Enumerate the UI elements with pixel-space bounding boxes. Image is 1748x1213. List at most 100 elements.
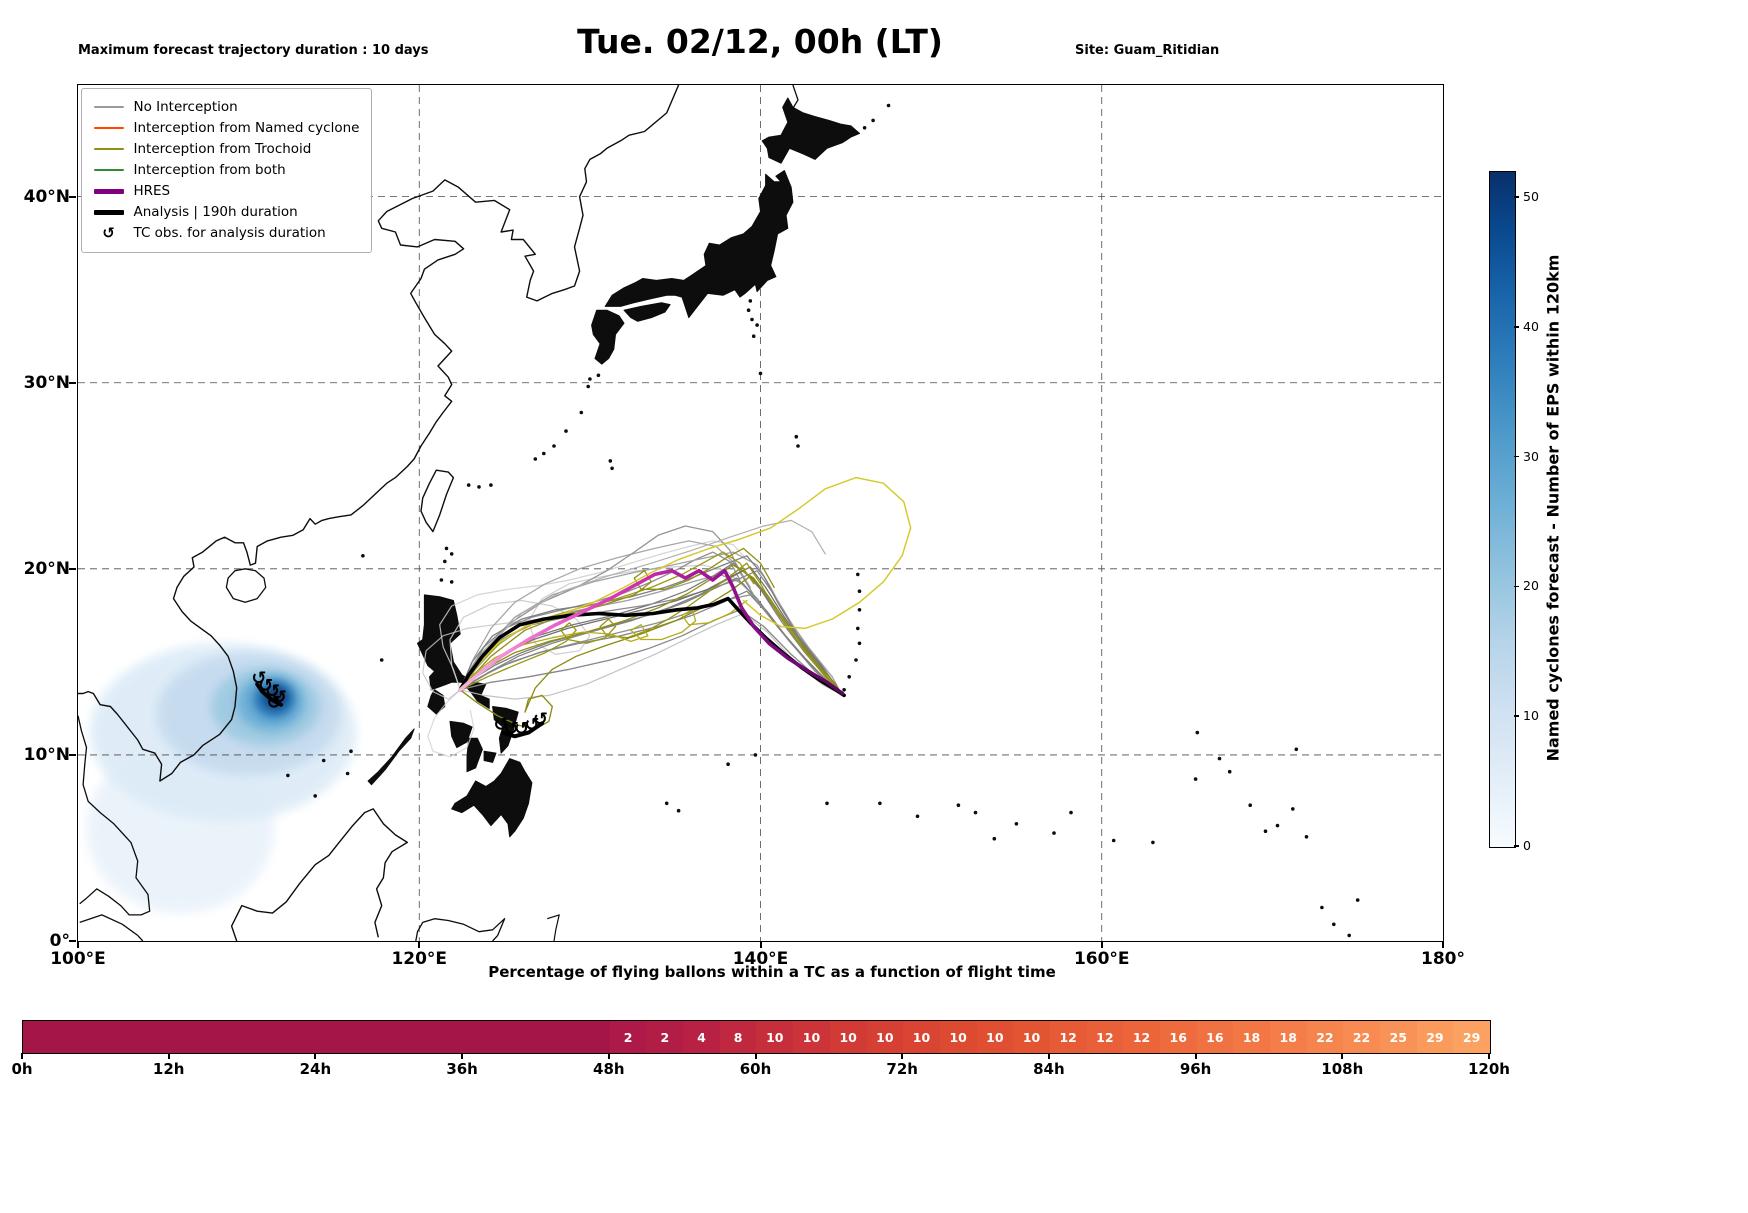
coastline-negros-cebu (466, 737, 483, 772)
flight-time-tick-mark (21, 1053, 23, 1059)
island-dot (725, 761, 730, 766)
tc-obs-symbol: ↺ (266, 692, 281, 713)
island-dot (444, 546, 448, 550)
legend-line-sample (92, 188, 126, 194)
island-dot (379, 657, 384, 662)
island-dot (857, 588, 861, 593)
y-axis-tick-label: 10°N (23, 744, 70, 765)
flight-time-tick-label: 48h (593, 1060, 625, 1078)
tc-obs-symbol: ↺ (524, 714, 539, 735)
island-dot (855, 626, 860, 630)
flight-time-tick-mark (1341, 1053, 1344, 1059)
island-dot (1319, 905, 1324, 909)
legend-item-label: Interception from Named cyclone (133, 120, 360, 136)
trajectory-layer (254, 476, 911, 757)
legend-item: Analysis | 190h duration (92, 202, 360, 223)
density-layer (86, 642, 356, 913)
coastline-shikoku (623, 301, 671, 322)
colorbar-tick-mark (1514, 845, 1519, 847)
island-dot (587, 376, 592, 381)
island-dot (664, 801, 668, 805)
colorbar-tick-label: 20 (1523, 578, 1539, 594)
island-dot (449, 579, 454, 584)
flight-time-tick-mark (1194, 1053, 1197, 1059)
island-dot (579, 410, 583, 414)
island-dot (857, 607, 861, 612)
island-dot (1051, 830, 1056, 835)
island-dot (751, 333, 755, 338)
island-dot (609, 466, 614, 470)
island-dot (841, 687, 846, 692)
island-dot (321, 758, 325, 762)
balloon-bar-segment: 2 (609, 1021, 647, 1053)
flight-time-tick-label: 96h (1179, 1060, 1212, 1078)
balloon-bar-segment: 10 (793, 1021, 830, 1053)
colorbar-tick-label: 40 (1523, 318, 1539, 334)
coastline-mindanao (450, 757, 532, 837)
eps-member-gray (459, 608, 843, 696)
island-dot (1217, 756, 1221, 760)
island-dot (795, 443, 800, 448)
eps-member-gray (459, 562, 843, 696)
legend-item-label: No Interception (133, 99, 238, 115)
balloon-bar-segment: 22 (1343, 1021, 1380, 1053)
hres-track (457, 568, 844, 695)
balloon-bar-segment: 10 (903, 1021, 940, 1053)
island-dot (886, 103, 890, 107)
eps-member-gray (459, 519, 826, 690)
balloon-bar-segment: 8 (719, 1021, 757, 1053)
island-dot (862, 125, 866, 130)
island-dot (563, 428, 568, 433)
island-dot (488, 482, 493, 487)
obs-track-east (500, 720, 544, 738)
legend-line-sample (92, 169, 126, 171)
balloon-bar-segment: 12 (1123, 1021, 1160, 1053)
density-blob (264, 686, 287, 707)
flight-time-tick-mark (461, 1053, 464, 1059)
balloon-bar-segment: 10 (756, 1021, 794, 1053)
colorbar-tick-label: 50 (1523, 188, 1539, 204)
balloon-bar-segment: 2 (646, 1021, 684, 1053)
island-dot (794, 434, 798, 439)
eps-member-yellow-loop (458, 476, 911, 691)
gridlines (77, 84, 1443, 941)
island-dot (746, 307, 750, 312)
island-dot (285, 773, 290, 777)
tc-obs-symbol: ↺ (503, 718, 518, 739)
eps-member-trochoid (459, 599, 747, 690)
x-axis-tick-mark (418, 941, 421, 948)
coastline-panay (449, 720, 473, 748)
coastline-samar-leyte (491, 705, 519, 754)
y-axis-tick-label: 0° (49, 931, 70, 951)
island-dot (1290, 806, 1295, 811)
island-dot (348, 748, 353, 753)
balloon-bar-segment: 12 (1086, 1021, 1124, 1053)
legend-item: No Interception (92, 97, 360, 118)
balloon-bar-title: Percentage of flying ballons within a TC… (488, 963, 1056, 981)
legend-item: HRES (92, 181, 360, 202)
island-dot (1304, 834, 1308, 839)
island-dot (676, 808, 680, 812)
flight-time-tick-label: 84h (1033, 1060, 1065, 1078)
balloon-bar-segment: 12 (1049, 1021, 1087, 1053)
tc-obs-symbol: ↺ (532, 709, 547, 730)
island-dot (533, 456, 537, 461)
flight-time-tick-mark (607, 1053, 610, 1059)
island-dot (551, 443, 556, 448)
balloon-bar-segment: 10 (1013, 1021, 1050, 1053)
balloon-bar-segment: 10 (829, 1021, 867, 1053)
flight-time-tick-label: 24h (299, 1060, 332, 1078)
island-dot (1331, 922, 1336, 926)
y-axis-tick-mark (69, 940, 76, 942)
eps-member-gray (459, 590, 843, 696)
tc-obs-symbol: ↺ (251, 668, 266, 689)
island-dot (748, 298, 752, 303)
y-axis-tick-mark (69, 567, 76, 570)
y-axis-tick-label: 20°N (23, 558, 70, 579)
colorbar-tick-label: 10 (1523, 708, 1539, 724)
colorbar-tick-mark (1514, 585, 1519, 588)
colorbar-tick-label: 0 (1523, 838, 1531, 853)
legend-item-label: Interception from both (133, 162, 286, 178)
coastline-palawan (367, 727, 415, 785)
flight-time-tick-mark (754, 1053, 757, 1059)
